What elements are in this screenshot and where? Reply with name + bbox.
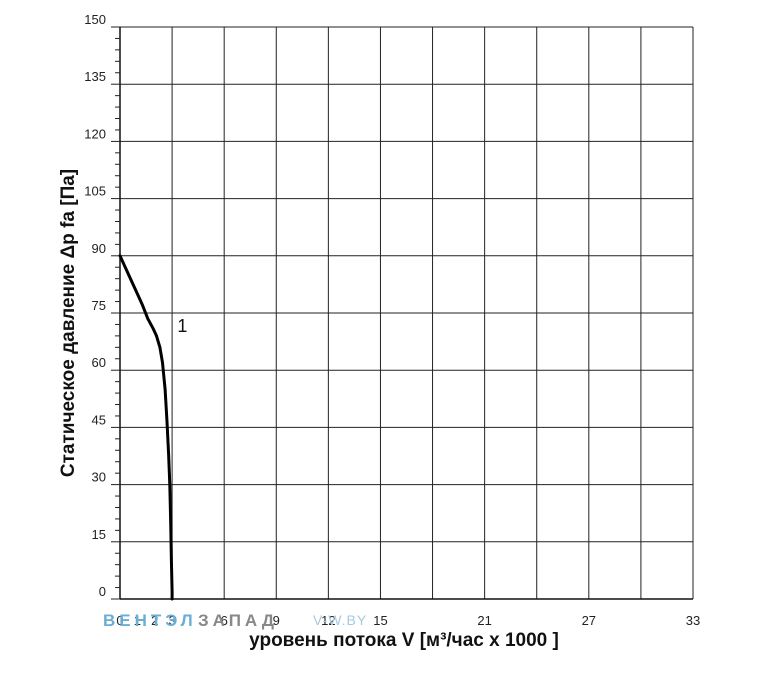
y-tick-label: 60 [92,355,106,370]
y-minor-ticks [111,26,120,600]
x-tick-label: 2 [151,613,158,628]
series-line [118,254,174,601]
x-tick-label: 15 [373,613,387,628]
y-tick-label: 0 [99,584,106,599]
curve-label: 1 [177,316,187,336]
watermark-part2: ЗАПАД [198,611,278,630]
y-tick-label: 45 [92,412,106,427]
y-tick-label: 30 [92,470,106,485]
x-axis-title: уровень потока V [м³/час х 1000 ] [249,630,559,651]
y-tick-labels: 0 15 30 45 60 75 90 105 120 135 150 [84,12,106,599]
x-tick-label: 6 [221,613,228,628]
y-tick-label: 90 [92,241,106,256]
x-tick-label: 0 [116,613,123,628]
x-tick-label: 1 [134,613,141,628]
watermark-part1: ВЕНТЭЛ [103,611,197,630]
grid [119,26,694,600]
watermark-part3: V-W.BY [313,612,367,628]
x-tick-label: 9 [273,613,280,628]
x-tick-label: 3 [168,613,175,628]
y-tick-label: 15 [92,527,106,542]
watermark: ВЕНТЭЛ ЗАПАД V-W.BY [103,611,367,630]
y-tick-label: 105 [84,184,106,199]
series [118,254,174,601]
x-tick-label: 27 [582,613,596,628]
x-tick-label: 21 [477,613,491,628]
x-tick-label: 12 [321,613,335,628]
y-tick-label: 150 [84,12,106,27]
y-tick-label: 120 [84,126,106,141]
y-tick-label: 75 [92,298,106,313]
y-tick-label: 135 [84,69,106,84]
x-tick-labels: 0 1 2 3 6 9 12 15 21 27 33 [116,613,700,628]
y-axis-title: Статическое давление Δp fa [Па] [58,169,79,477]
x-tick-label: 33 [686,613,700,628]
